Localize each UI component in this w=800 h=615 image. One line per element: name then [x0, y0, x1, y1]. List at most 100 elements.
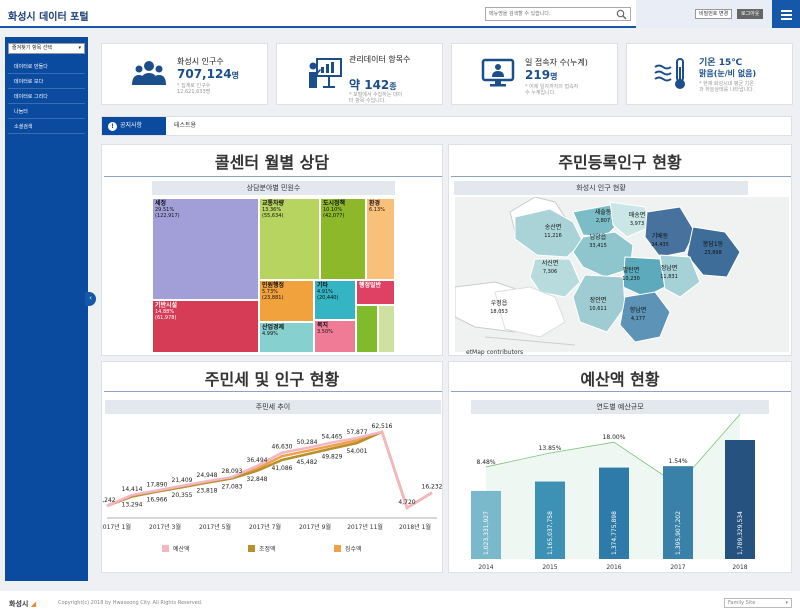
district-name: 남양읍 — [590, 233, 607, 241]
district-name: 봉담1동 — [703, 240, 724, 248]
search-input[interactable] — [486, 8, 611, 20]
treemap-cell[interactable]: 복지 3.50% — [314, 320, 356, 353]
card-value: 707,124명 — [177, 67, 240, 81]
treemap-cell[interactable] — [378, 305, 395, 353]
bar-value-label: 1,374,775,898 — [611, 511, 618, 555]
panel-title: 주민세 및 인구 현황 — [204, 370, 340, 389]
data-label: 49,829 — [322, 454, 343, 461]
treemap-cell[interactable]: 민원행정 5.73% (23,881) — [259, 280, 314, 322]
data-label: 28,093 — [222, 468, 243, 475]
treemap-cell[interactable]: 산업경제 4.99% — [259, 322, 314, 353]
district-name: 송산면 — [545, 223, 562, 231]
sidebar-item-social[interactable]: 소셜검색 — [8, 121, 85, 134]
footer-logo: 화성시 ◢ — [9, 600, 37, 608]
district-value: 3,973 — [630, 221, 644, 227]
district-value: 7,306 — [543, 269, 557, 275]
population-card: 화성시 인구수 707,124명 * 집계로 인구수 12,621,633명 — [101, 43, 268, 105]
x-tick-label: 2015 — [542, 564, 557, 571]
district-value: 23,898 — [704, 250, 722, 256]
data-label: 50,284 — [297, 439, 318, 446]
x-tick-label: 2017년 3월 — [149, 523, 181, 531]
notice-label: ! 공지사항 — [102, 117, 166, 135]
x-tick-label: 2017년 5월 — [199, 523, 231, 531]
change-password-button[interactable]: 비밀번호 변경 — [695, 9, 733, 19]
divider — [104, 176, 442, 177]
data-label: 16,232 — [422, 484, 443, 491]
district-name: 정남면 — [661, 264, 678, 272]
footer: 화성시 ◢ Copyright(c) 2018 by Hwaseong City… — [0, 591, 800, 615]
sidebar-item-share[interactable]: 나눔터 — [8, 106, 85, 119]
card-note: * 어제 일자까지의 접속자 수 누계입니다. — [525, 84, 579, 96]
portal-logo[interactable]: 화성시 데이터 포털 — [8, 12, 89, 23]
divider — [451, 176, 791, 177]
treemap-cell[interactable] — [356, 305, 378, 353]
legend-swatch — [334, 545, 341, 552]
card-title: 화성시 인구수 — [177, 57, 224, 66]
x-tick-label: 2017년 9월 — [299, 523, 331, 531]
sidebar-toggle-button[interactable]: ‹ — [85, 292, 96, 306]
x-tick-label: 2018년 1월 — [399, 523, 431, 531]
x-tick-label: 2018 — [732, 564, 747, 571]
district-map[interactable]: 새솔동 2,807 매송면 3,973 송산면 11,216 남양읍 33,415 기배동 24,… — [455, 197, 789, 352]
bar-value-label: 1,023,331,927 — [483, 511, 490, 555]
chevron-down-icon: ▾ — [785, 600, 788, 606]
data-label: 16,966 — [147, 497, 168, 504]
logo-mark-icon: ◢ — [30, 600, 37, 608]
treemap-cell[interactable]: 교통차량 13.36% (55,634) — [259, 198, 320, 280]
treemap-cell[interactable]: 환경 6.13% — [366, 198, 395, 280]
data-label: 54,001 — [347, 448, 368, 455]
treemap-cell[interactable]: 세정 29.51% (122,917) — [152, 198, 259, 300]
notice-text[interactable]: 테스트용 — [174, 122, 197, 129]
logout-button[interactable]: 로그아웃 — [737, 9, 764, 19]
district-name: 향남면 — [630, 306, 647, 314]
monitor-user-icon — [481, 58, 515, 87]
data-label: 46,630 — [272, 444, 293, 451]
divider — [451, 391, 791, 392]
treemap-cell[interactable]: 기반시설 14.88% (61,978) — [152, 300, 259, 353]
header-utility: 비밀번호 변경 로그아웃 — [636, 0, 772, 28]
copyright: Copyright(c) 2018 by Hwaseong City. All … — [58, 600, 203, 606]
people-icon — [132, 61, 166, 85]
district-name: 매송면 — [629, 211, 646, 219]
resident-tax-panel: 주민세 및 인구 현황 주민세 추이 6,242 14,414 17,890 21,4… — [101, 361, 443, 573]
legend-swatch — [162, 545, 169, 552]
budget-bar-chart: 1,023,331,927 8.48% 2014 1,165,037,758 13.85… — [471, 414, 755, 571]
bar — [663, 466, 693, 559]
treemap-cell[interactable]: 도시정책 10.10% (42,077) — [320, 198, 366, 280]
bar — [725, 440, 755, 559]
district-value: 33,415 — [589, 243, 607, 249]
presentation-icon — [309, 58, 342, 88]
menu-icon[interactable] — [772, 0, 800, 28]
sidebar-item-create[interactable]: 데이터로 만들다 — [8, 61, 85, 74]
search-box[interactable] — [485, 7, 631, 21]
panel-subtitle: 주민세 추이 — [105, 400, 441, 414]
treemap-cell[interactable]: 행정일반 — [356, 280, 395, 305]
sidebar-item-draw[interactable]: 데이터로 그리다 — [8, 91, 85, 104]
growth-line — [485, 414, 741, 486]
district-name: 우정읍 — [491, 300, 508, 307]
family-site-select[interactable]: Family Site ▾ — [724, 598, 792, 608]
bar — [471, 490, 501, 559]
district-value: 11,216 — [544, 233, 562, 239]
card-title: 관리데이터 항목수 — [349, 55, 411, 64]
data-label: 27,083 — [222, 483, 243, 490]
district-value: 2,807 — [596, 218, 610, 224]
sidebar-item-view[interactable]: 데이터로 보다 — [8, 76, 85, 89]
data-label: 54,465 — [322, 433, 343, 440]
callcenter-panel: 콜센터 월별 상담 상담분야별 민원수 세정 29.51% (122,917) 교통차… — [101, 144, 443, 356]
favorites-select[interactable]: 즐겨찾기 항목 선택 ▾ — [8, 43, 85, 54]
bar-value-label: 1,789,329,534 — [737, 511, 744, 555]
data-label: 21,409 — [172, 477, 193, 484]
district-value: 10,611 — [589, 306, 607, 312]
treemap-cell[interactable]: 기타 4.91% (20,440) — [314, 280, 356, 320]
search-icon[interactable] — [616, 9, 627, 20]
temperature-title: 기온 15℃ — [699, 58, 743, 68]
resident-tax-line-chart: 6,242 14,414 17,890 21,409 24,948 28,093 36,49… — [102, 423, 443, 553]
series-line — [106, 430, 433, 510]
panel-subtitle: 화성시 인구 현황 — [454, 181, 748, 195]
legend-label: 조정액 — [259, 546, 276, 553]
data-label: 32,848 — [247, 476, 268, 483]
thermometer-icon — [654, 58, 685, 89]
data-label: 41,086 — [272, 465, 293, 472]
card-note: * 집계로 인구수 12,621,633명 — [177, 83, 211, 95]
